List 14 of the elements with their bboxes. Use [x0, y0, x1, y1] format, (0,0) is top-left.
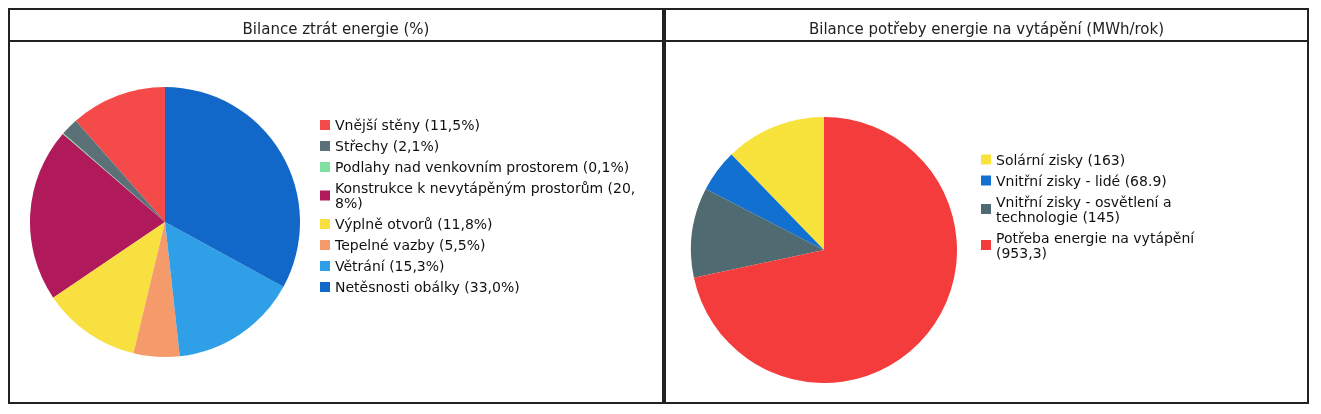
- legend-label: Potřeba energie na vytápění (953,3): [996, 229, 1199, 261]
- legend-label: Solární zisky (163): [996, 151, 1126, 168]
- legend-label: Netěsnosti obálky (33,0%): [335, 279, 520, 295]
- chart-title: Bilance ztrát energie (%): [242, 19, 430, 38]
- legend-label: Vnější stěny (11,5%): [335, 117, 480, 133]
- legend-label: Vnitřní zisky - osvětlení a technologie (145): [996, 193, 1176, 225]
- legend-label: Střechy (2,1%): [335, 138, 440, 154]
- legend-label: Výplně otvorů (11,8%): [335, 216, 493, 232]
- legend-label: Vnitřní zisky - lidé (68.9): [996, 172, 1167, 189]
- legend-label: Větrání (15,3%): [335, 258, 445, 274]
- legend-label: Konstrukce k nevytápěným prostorům (20,8%): [335, 180, 636, 211]
- legend-label: Tepelné vazby (5,5%): [334, 237, 486, 253]
- chart-title: Bilance potřeby energie na vytápění (MWh/rok): [808, 19, 1165, 38]
- legend-label: Podlahy nad venkovním prostorem (0,1%): [335, 159, 630, 175]
